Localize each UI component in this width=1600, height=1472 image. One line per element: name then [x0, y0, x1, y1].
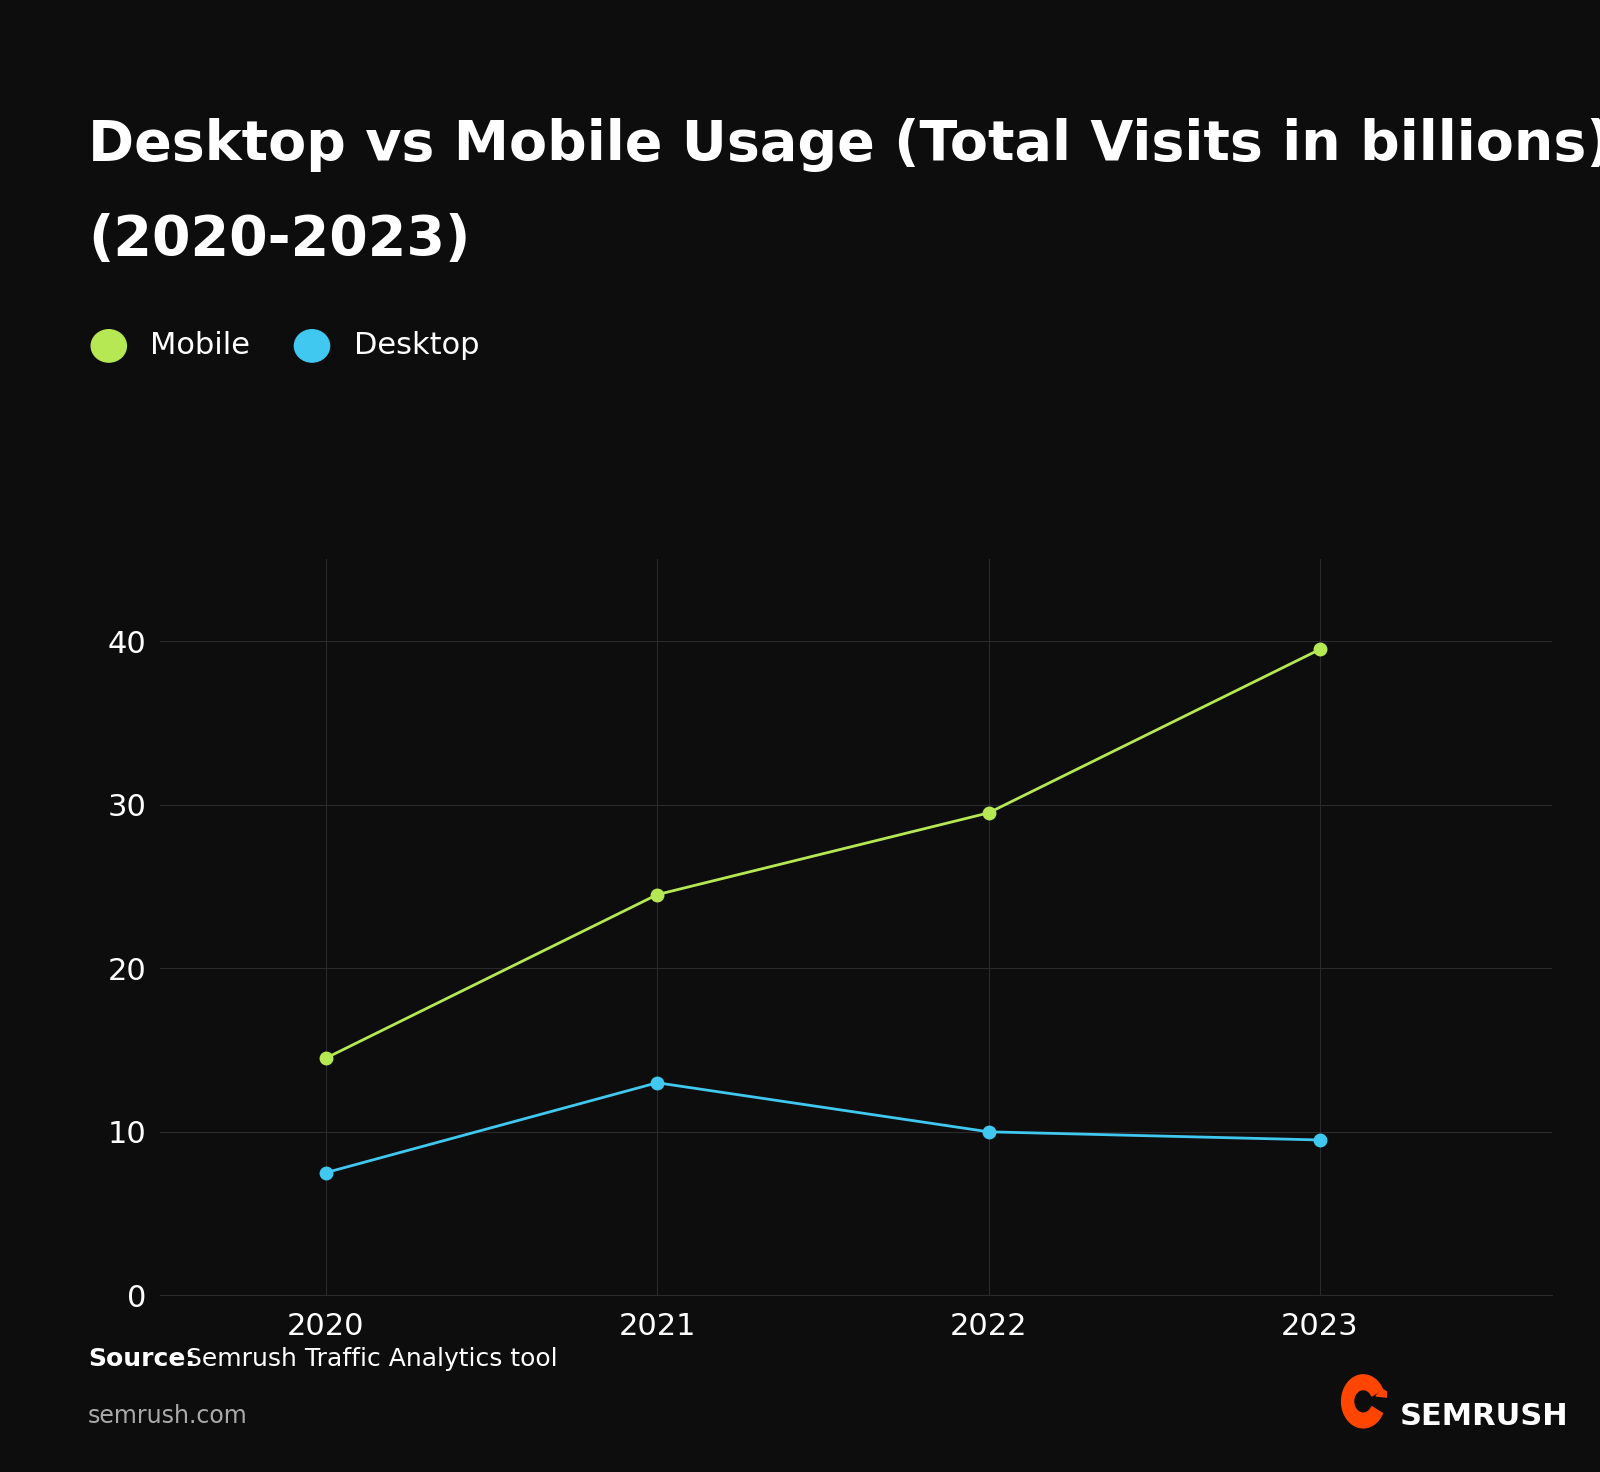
Text: semrush.com: semrush.com	[88, 1404, 248, 1428]
Desktop	[1310, 1130, 1330, 1148]
Mobile	[317, 1050, 336, 1067]
Desktop	[648, 1075, 667, 1092]
Text: Desktop: Desktop	[354, 331, 478, 361]
Line: Desktop: Desktop	[320, 1076, 1326, 1179]
Mobile	[1310, 640, 1330, 658]
Line: Mobile: Mobile	[320, 643, 1326, 1064]
Text: Source:: Source:	[88, 1347, 195, 1370]
Text: Semrush Traffic Analytics tool: Semrush Traffic Analytics tool	[178, 1347, 557, 1370]
Text: Desktop vs Mobile Usage (Total Visits in billions): Desktop vs Mobile Usage (Total Visits in…	[88, 118, 1600, 172]
Polygon shape	[1376, 1390, 1397, 1398]
Text: SEMRUSH: SEMRUSH	[1400, 1401, 1568, 1431]
Text: (2020-2023): (2020-2023)	[88, 213, 470, 268]
Polygon shape	[1342, 1375, 1382, 1428]
Mobile	[979, 804, 998, 821]
Desktop	[979, 1123, 998, 1141]
Mobile	[648, 886, 667, 904]
Text: Mobile: Mobile	[150, 331, 250, 361]
Desktop	[317, 1164, 336, 1182]
